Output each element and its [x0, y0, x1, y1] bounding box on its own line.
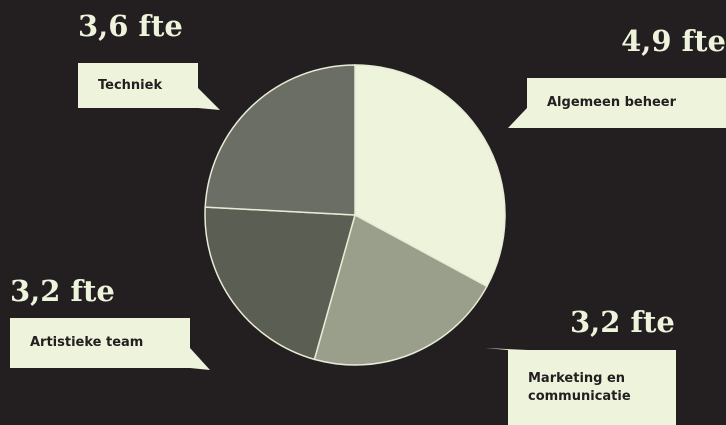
value-label: 4,9 fte — [621, 24, 726, 58]
value-label: 3,6 fte — [78, 9, 183, 43]
pie-slice — [313, 213, 488, 366]
label-tail — [485, 348, 528, 350]
category-label: Marketing en communicatie — [508, 350, 676, 425]
label-tail — [198, 88, 220, 110]
pie-slice — [204, 64, 356, 216]
category-label: Techniek — [78, 63, 198, 108]
category-label: Artistieke team — [10, 318, 190, 368]
label-tail — [190, 348, 210, 370]
category-label: Algemeen beheer — [527, 78, 726, 128]
pie-slice — [354, 64, 506, 288]
pie-slice — [204, 206, 356, 361]
value-label: 3,2 fte — [10, 274, 115, 308]
value-label: 3,2 fte — [570, 305, 675, 339]
label-tail — [508, 108, 527, 128]
